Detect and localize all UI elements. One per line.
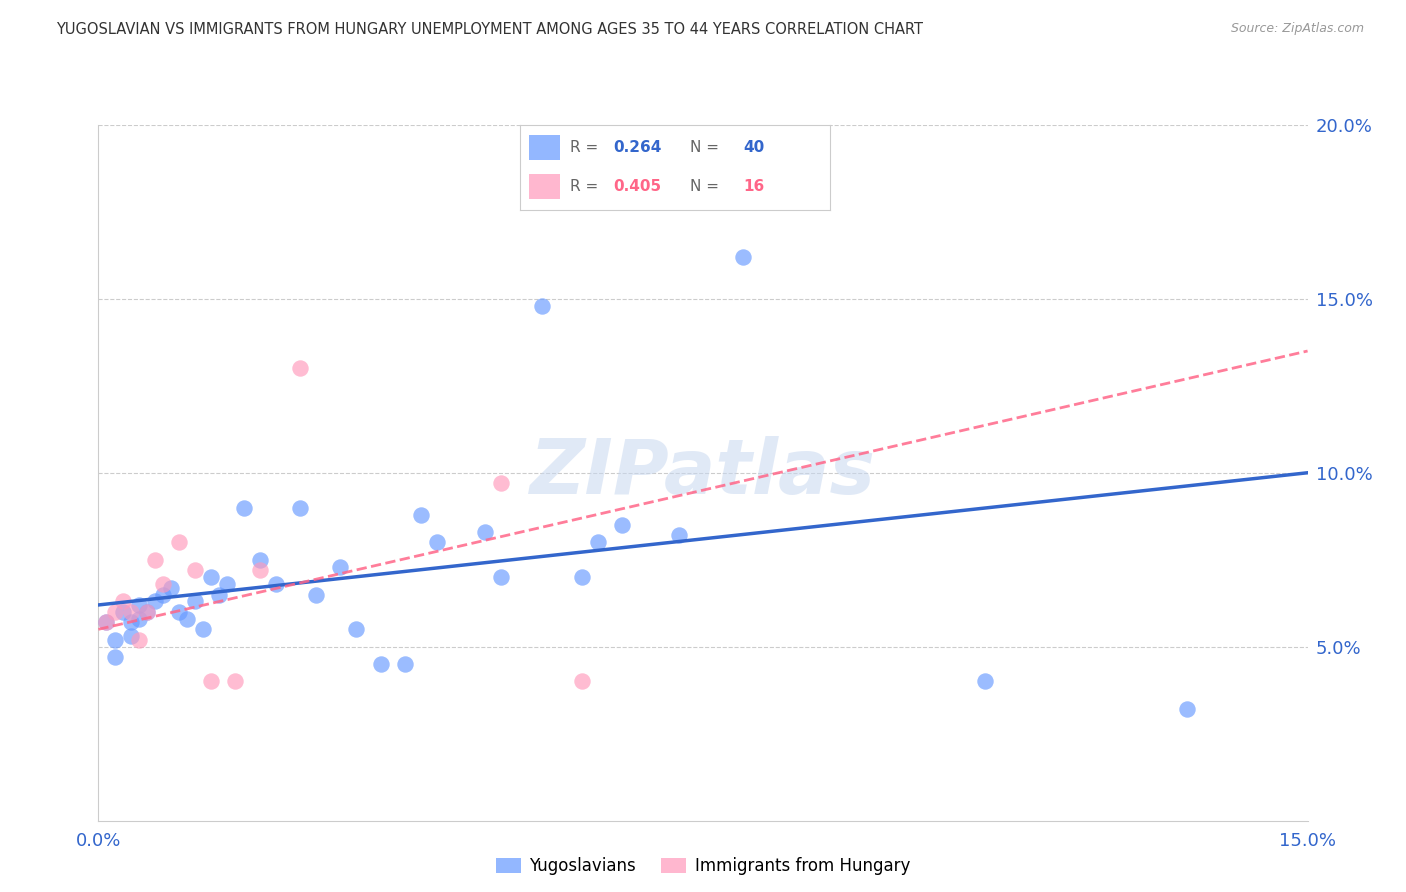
Point xyxy=(103,632,125,647)
Point xyxy=(184,594,207,608)
Point xyxy=(135,605,157,619)
Point xyxy=(103,605,125,619)
Point xyxy=(974,674,997,689)
Text: N =: N = xyxy=(690,140,724,155)
Point xyxy=(344,623,367,637)
Point xyxy=(152,587,174,601)
Point xyxy=(370,657,392,671)
Point xyxy=(103,650,125,665)
Point xyxy=(167,535,190,549)
Point xyxy=(208,587,231,601)
Point xyxy=(135,605,157,619)
Text: N =: N = xyxy=(690,179,724,194)
Text: 16: 16 xyxy=(742,179,765,194)
Text: 0.405: 0.405 xyxy=(613,179,661,194)
Point xyxy=(491,476,513,491)
Text: R =: R = xyxy=(569,140,603,155)
Point xyxy=(288,500,311,515)
Point xyxy=(530,299,553,313)
Point xyxy=(426,535,449,549)
Legend: Yugoslavians, Immigrants from Hungary: Yugoslavians, Immigrants from Hungary xyxy=(489,851,917,882)
Point xyxy=(249,563,271,577)
Point xyxy=(217,577,239,591)
Point xyxy=(128,632,150,647)
Point xyxy=(200,570,222,584)
Point xyxy=(1175,702,1198,716)
Point xyxy=(224,674,246,689)
Point xyxy=(96,615,118,630)
Text: ZIPatlas: ZIPatlas xyxy=(530,436,876,509)
Point xyxy=(612,517,634,532)
Point xyxy=(176,612,198,626)
Point xyxy=(409,508,432,522)
Point xyxy=(668,528,690,542)
Text: 0.264: 0.264 xyxy=(613,140,661,155)
Point xyxy=(249,552,271,567)
Point xyxy=(474,524,496,539)
Point xyxy=(232,500,254,515)
Text: Source: ZipAtlas.com: Source: ZipAtlas.com xyxy=(1230,22,1364,36)
Point xyxy=(160,581,183,595)
Point xyxy=(143,552,166,567)
Point xyxy=(143,594,166,608)
Point xyxy=(193,623,215,637)
Point xyxy=(111,594,134,608)
Point xyxy=(120,629,142,643)
Text: YUGOSLAVIAN VS IMMIGRANTS FROM HUNGARY UNEMPLOYMENT AMONG AGES 35 TO 44 YEARS CO: YUGOSLAVIAN VS IMMIGRANTS FROM HUNGARY U… xyxy=(56,22,924,37)
Point xyxy=(586,535,609,549)
Point xyxy=(288,361,311,376)
Point xyxy=(733,250,755,264)
Point xyxy=(329,559,352,574)
Bar xyxy=(530,135,561,161)
Point xyxy=(111,605,134,619)
Point xyxy=(305,587,328,601)
Point xyxy=(394,657,416,671)
Point xyxy=(128,598,150,612)
Point xyxy=(120,615,142,630)
Text: 40: 40 xyxy=(742,140,765,155)
Point xyxy=(200,674,222,689)
Point xyxy=(571,570,593,584)
Point xyxy=(96,615,118,630)
Point xyxy=(264,577,287,591)
Bar xyxy=(530,174,561,200)
Point xyxy=(491,570,513,584)
Point xyxy=(120,605,142,619)
Point xyxy=(571,674,593,689)
Point xyxy=(184,563,207,577)
Point xyxy=(152,577,174,591)
Text: R =: R = xyxy=(569,179,603,194)
Point xyxy=(167,605,190,619)
Point xyxy=(128,612,150,626)
